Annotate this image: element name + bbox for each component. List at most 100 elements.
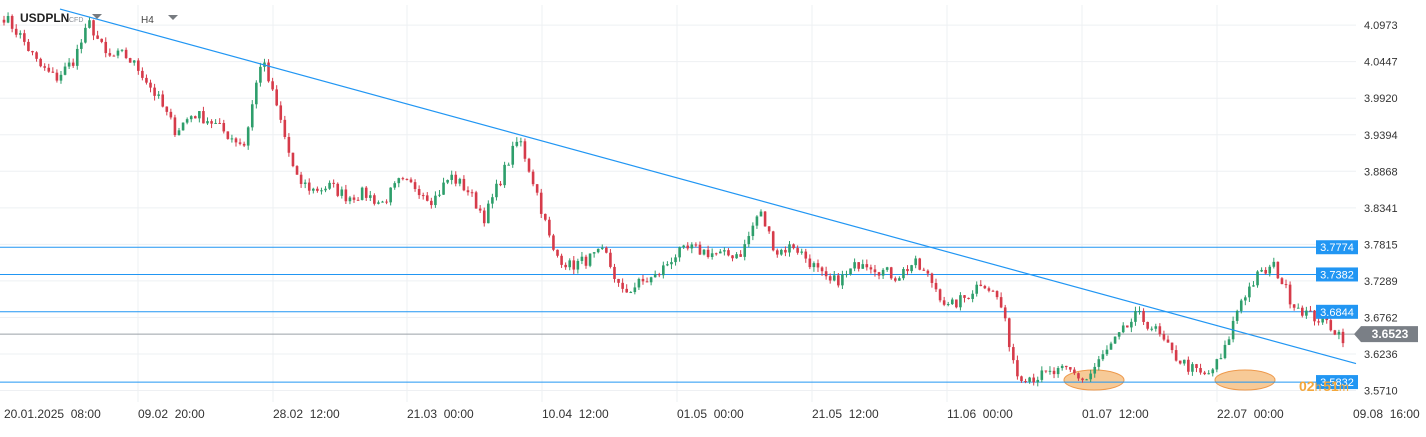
y-tick-label: 4.0973 bbox=[1364, 20, 1398, 32]
candle-body bbox=[385, 201, 388, 203]
candle-body bbox=[1219, 358, 1223, 360]
candle-body bbox=[755, 216, 759, 226]
candle-body bbox=[482, 210, 486, 224]
candle-body bbox=[1178, 360, 1182, 364]
candle-body bbox=[214, 122, 217, 124]
candle-body bbox=[906, 269, 909, 272]
candle-body bbox=[1032, 377, 1035, 383]
candle-body bbox=[332, 182, 335, 184]
candle-body bbox=[169, 111, 173, 118]
candle-body bbox=[271, 81, 274, 90]
candle-body bbox=[1081, 378, 1084, 381]
candle-body bbox=[1097, 359, 1101, 367]
candle-body bbox=[857, 262, 860, 269]
candle-body bbox=[568, 260, 572, 268]
x-tick-label: 09.02 20:00 bbox=[138, 407, 205, 421]
candle-body bbox=[108, 53, 112, 56]
candle-body bbox=[462, 178, 466, 191]
candle-body bbox=[1199, 368, 1202, 373]
candle-body bbox=[1150, 328, 1154, 330]
candle-body bbox=[552, 235, 555, 250]
candle-body bbox=[881, 269, 885, 276]
candle-body bbox=[165, 106, 169, 112]
candle-body bbox=[173, 117, 177, 136]
candle-body bbox=[1125, 325, 1129, 328]
candle-body bbox=[731, 255, 734, 259]
candle-body bbox=[1109, 343, 1113, 350]
candle-body bbox=[560, 255, 563, 265]
candle-body bbox=[735, 254, 738, 259]
candle-body bbox=[1089, 373, 1092, 380]
highlight-ellipses bbox=[1063, 369, 1276, 391]
candle-body bbox=[364, 187, 368, 198]
candle-body bbox=[531, 171, 535, 185]
candle-body bbox=[340, 189, 344, 196]
candle-body bbox=[613, 266, 616, 279]
candle-body bbox=[368, 195, 372, 198]
candle-body bbox=[1020, 376, 1023, 382]
symbol-header[interactable]: USDPLN CFD H4 bbox=[20, 11, 178, 26]
candle-body bbox=[10, 15, 14, 29]
timeframe-label[interactable]: H4 bbox=[141, 15, 154, 26]
symbol-label[interactable]: USDPLN bbox=[20, 11, 69, 25]
y-tick-label: 3.8341 bbox=[1364, 203, 1398, 215]
candle-body bbox=[84, 27, 87, 43]
candle-body bbox=[405, 178, 409, 180]
candle-body bbox=[788, 244, 791, 253]
x-tick-label: 20.01.2025 08:00 bbox=[4, 407, 101, 421]
candle-body bbox=[991, 290, 995, 292]
candle-body bbox=[714, 253, 718, 255]
trendline-group[interactable] bbox=[59, 8, 1357, 365]
price-badges: 3.7774 3.7382 3.6844 3.5832 3.6523 bbox=[1316, 240, 1418, 390]
candle-body bbox=[1085, 379, 1088, 381]
candle-body bbox=[1040, 370, 1044, 380]
candle-body bbox=[796, 248, 799, 253]
candle-body bbox=[1264, 269, 1267, 274]
candle-body bbox=[942, 300, 946, 305]
x-tick-label: 01.05 00:00 bbox=[677, 407, 744, 421]
candle-body bbox=[1244, 297, 1247, 301]
candle-body bbox=[474, 192, 478, 209]
candle-body bbox=[1170, 342, 1174, 351]
candle-body bbox=[999, 297, 1003, 308]
candle-body bbox=[92, 20, 95, 36]
candle-body bbox=[824, 271, 828, 277]
candle-body bbox=[1056, 368, 1060, 375]
candle-body bbox=[780, 249, 783, 255]
candle-body bbox=[71, 62, 75, 66]
candle-body bbox=[584, 256, 588, 266]
chevron-down-icon[interactable] bbox=[92, 14, 102, 19]
candle-body bbox=[1060, 365, 1064, 369]
candle-body bbox=[853, 262, 856, 269]
horizontal-levels[interactable] bbox=[0, 246, 1356, 383]
candle-body bbox=[515, 141, 519, 146]
y-tick-label: 3.6236 bbox=[1364, 349, 1398, 361]
candle-body bbox=[1341, 331, 1345, 344]
candle-body bbox=[177, 130, 181, 136]
candle-body bbox=[849, 268, 852, 275]
candle-body bbox=[96, 35, 99, 39]
candle-body bbox=[739, 254, 742, 257]
candle-body bbox=[75, 48, 79, 66]
candle-body bbox=[128, 58, 132, 63]
candle-body bbox=[14, 28, 18, 35]
candle-body bbox=[580, 256, 584, 261]
candle-body bbox=[959, 295, 962, 308]
candle-body bbox=[511, 145, 515, 165]
timeframe-chevron-down-icon[interactable] bbox=[168, 15, 178, 20]
candle-body bbox=[1003, 307, 1007, 319]
candle-body bbox=[1146, 321, 1149, 329]
candle-body bbox=[409, 179, 413, 183]
candle-body bbox=[181, 122, 185, 131]
candle-body bbox=[727, 250, 730, 256]
candle-body bbox=[1252, 285, 1255, 287]
candle-body bbox=[299, 174, 303, 184]
candle-body bbox=[1044, 370, 1048, 372]
candle-body bbox=[934, 282, 938, 290]
candle-body bbox=[979, 284, 983, 287]
candle-body bbox=[596, 248, 600, 253]
candle-body bbox=[641, 278, 645, 282]
trendline[interactable] bbox=[59, 8, 1357, 365]
